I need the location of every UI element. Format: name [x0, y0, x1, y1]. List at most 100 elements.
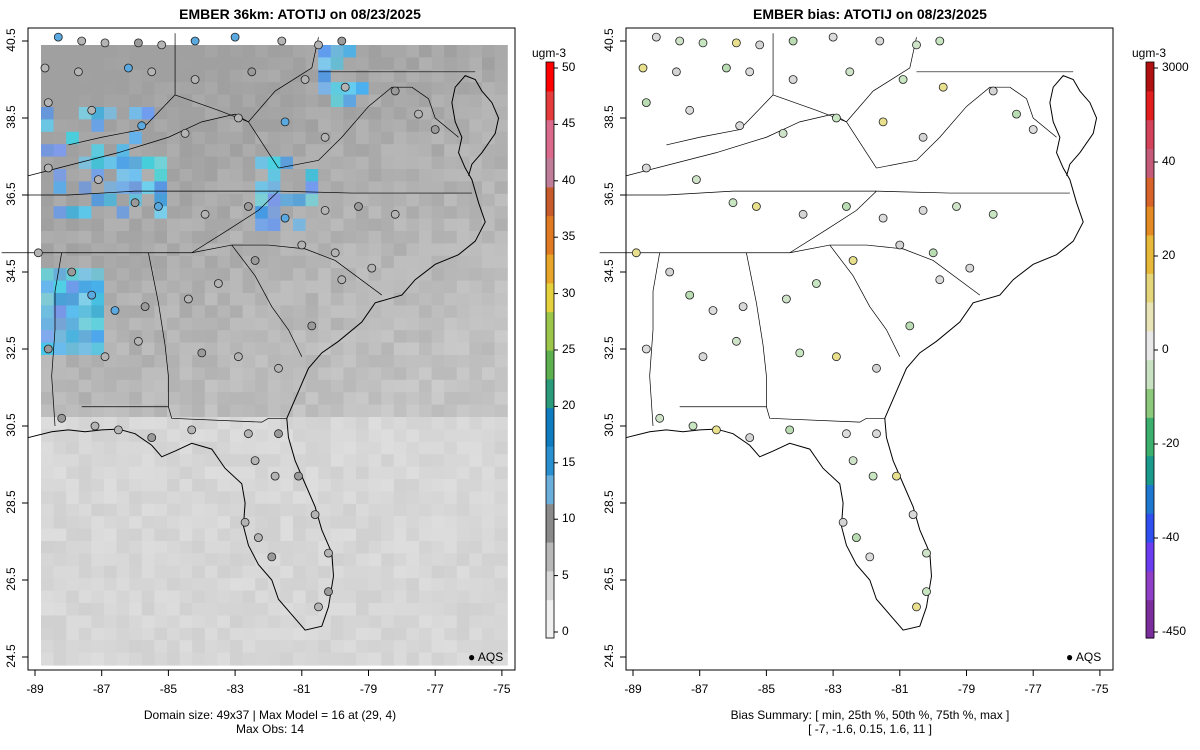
model-grid-cell — [494, 429, 508, 443]
model-grid-cell — [192, 615, 206, 629]
colorbar-segment — [1146, 167, 1154, 178]
model-grid-cell — [305, 491, 319, 505]
model-grid-cell — [116, 441, 130, 455]
model-grid-cell — [255, 404, 269, 418]
model-grid-cell — [179, 45, 193, 58]
model-grid-cell — [482, 590, 496, 604]
model-grid-cell — [217, 441, 231, 455]
right-y-tick-label: 24.5 — [602, 644, 616, 668]
model-grid-cell — [242, 119, 256, 133]
right-legend: ● AQS — [1066, 650, 1101, 664]
colorbar-segment — [546, 542, 554, 553]
model-grid-cell — [141, 392, 155, 406]
model-grid-cell — [78, 652, 92, 666]
aqs-station-marker — [922, 587, 931, 596]
model-grid-cell — [456, 156, 470, 170]
model-grid-cell — [255, 565, 269, 579]
model-grid-cell — [104, 541, 118, 554]
model-grid-cell — [419, 590, 433, 604]
model-grid-cell — [393, 169, 407, 182]
model-grid-cell — [267, 131, 281, 145]
model-grid-cell — [305, 379, 319, 393]
model-grid-cell — [66, 541, 80, 554]
model-grid-cell — [267, 293, 281, 306]
aqs-station-marker — [314, 602, 323, 612]
aqs-station-marker — [340, 82, 350, 92]
model-grid-cell — [343, 342, 357, 356]
model-grid-cell — [230, 640, 244, 654]
left-footer-line2: Max Obs: 14 — [235, 722, 305, 736]
model-grid-cell — [419, 355, 433, 368]
model-grid-cell — [431, 379, 445, 393]
model-grid-cell — [330, 342, 344, 356]
right-y-tick-label: 28.5 — [602, 490, 616, 514]
right-colorbar-tick-label: -20 — [1162, 436, 1180, 450]
model-grid-cell — [318, 69, 332, 83]
model-grid-cell — [381, 69, 395, 83]
model-grid-cell — [356, 255, 370, 269]
model-grid-cell — [204, 541, 218, 554]
model-grid-cell — [167, 367, 181, 381]
model-grid-cell — [167, 652, 181, 666]
model-grid-cell — [192, 82, 206, 96]
model-grid-cell — [368, 640, 382, 654]
model-grid-cell — [431, 243, 445, 257]
model-grid-cell — [255, 342, 269, 356]
state-border — [278, 86, 412, 169]
model-grid-cell — [91, 516, 105, 530]
model-grid-cell — [104, 627, 118, 641]
model-grid-cell — [494, 193, 508, 207]
model-grid-cell — [393, 305, 407, 319]
aqs-station-marker — [778, 128, 788, 138]
model-grid-cell — [293, 69, 307, 83]
aqs-station-marker — [280, 117, 290, 127]
model-grid-cell — [419, 503, 433, 517]
model-grid-cell — [179, 342, 193, 356]
model-grid-cell — [419, 317, 433, 331]
model-grid-cell — [419, 603, 433, 616]
model-grid-cell — [381, 156, 395, 170]
model-grid-cell — [406, 541, 420, 554]
colorbar-segment — [1146, 215, 1154, 226]
model-grid-cell — [129, 94, 143, 108]
model-grid-cell — [91, 107, 105, 120]
model-grid-cell — [255, 392, 269, 406]
model-grid-cell — [53, 280, 67, 294]
model-grid-cell — [431, 578, 445, 592]
left-colorbar-tick-label: 30 — [562, 285, 576, 300]
model-grid-cell — [204, 144, 218, 158]
model-grid-cell — [406, 516, 420, 530]
model-grid-cell — [368, 305, 382, 319]
model-grid-cell — [330, 330, 344, 344]
model-grid-cell — [66, 317, 80, 331]
model-grid-cell — [91, 169, 105, 182]
model-grid-cell — [431, 94, 445, 108]
model-grid-cell — [381, 94, 395, 108]
model-grid-cell — [456, 218, 470, 232]
model-grid-cell — [444, 305, 458, 319]
model-grid-cell — [230, 293, 244, 306]
colorbar-segment — [546, 167, 554, 178]
aqs-station-marker — [1028, 125, 1038, 134]
aqs-station-marker — [94, 175, 103, 185]
model-grid-cell — [343, 528, 357, 542]
model-grid-cell — [192, 119, 206, 133]
model-grid-cell — [53, 404, 67, 418]
model-grid-cell — [192, 627, 206, 641]
model-grid-cell — [217, 392, 231, 406]
model-grid-cell — [419, 144, 433, 158]
model-grid-cell — [154, 392, 168, 406]
model-grid-cell — [230, 317, 244, 331]
model-grid-cell — [192, 305, 206, 319]
model-grid-cell — [242, 268, 256, 282]
model-grid-cell — [204, 429, 218, 443]
model-grid-cell — [431, 280, 445, 294]
model-grid-cell — [356, 466, 370, 480]
model-grid-cell — [330, 429, 344, 443]
model-grid-cell — [255, 193, 269, 207]
model-grid-cell — [204, 528, 218, 542]
model-grid-cell — [393, 590, 407, 604]
model-grid-cell — [78, 144, 92, 158]
model-grid-cell — [293, 466, 307, 480]
model-grid-cell — [53, 293, 67, 306]
